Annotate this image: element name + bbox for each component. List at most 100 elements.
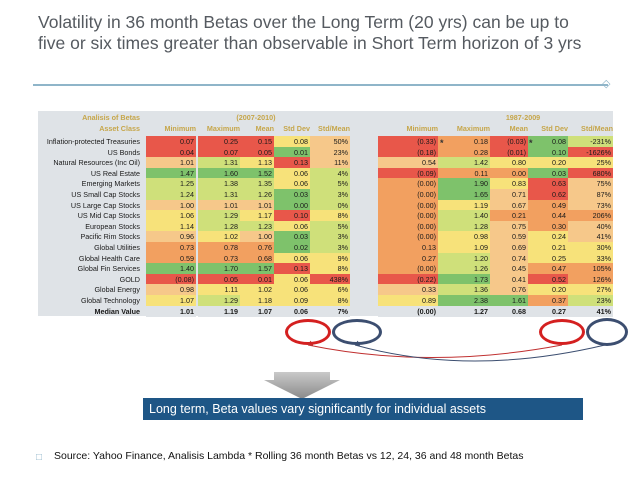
table-cell: 0.98 [146,284,196,296]
table-cell: 0.13 [274,263,310,275]
table-cell: 1.25 [146,178,196,190]
table-cell: 1.11 [198,284,240,296]
table-cell: 0.06 [274,167,310,179]
slide-title: Volatility in 36 month Betas over the Lo… [38,12,582,53]
table-cell: 1.00 [146,199,196,211]
table-cell: (0.18) [378,146,438,158]
table-cell: 0.96 [146,231,196,243]
table-cell: (0.00) [378,210,438,222]
table-cell: 6% [310,284,350,296]
table-cell: 0.15 [240,136,274,147]
table-cell: 1.23 [240,220,274,232]
row-label: Global Health Care [78,253,140,263]
table-cell: 3% [310,189,350,200]
table-cell: 1.13 [240,157,274,169]
table-cell: 1.60 [198,167,240,179]
table-cell: 1.01 [146,157,196,169]
table-cell: 0.62 [528,189,568,200]
table-cell: 0.06 [274,305,310,317]
row-label: US Real Estate [90,168,140,178]
table-cell: 1.65 [438,189,490,200]
table-cell: 0.05 [198,273,240,285]
table-cell: 0.04 [146,146,196,158]
table-row: Global Energy 0.98 1.11 1.02 0.06 6% 0.33 1.36 0… [38,284,613,296]
row-label: Global Fin Services [77,264,140,274]
table-cell: 1.20 [438,252,490,264]
table-cell: 0.78 [198,242,240,253]
highlight-ellipse-std-mean-long [586,318,628,346]
table-cell: 3% [310,242,350,253]
table-cell: 0.63 [528,178,568,190]
table-cell: 1.24 [146,189,196,200]
table-corner-asset-class: Asset Class [99,124,140,133]
row-label: US Bonds [107,147,140,157]
row-label: Inflation-protected Treasuries [46,137,140,146]
table-row: Global Utilities 0.73 0.78 0.76 0.02 3% 0.13 1.… [38,242,613,253]
table-cell: 30% [568,242,613,253]
table-cell: 0.67 [490,199,528,211]
row-label: European Stocks [85,221,140,231]
table-cell: 1.01 [240,199,274,211]
table-row: Emerging Markets 1.25 1.38 1.35 0.06 5% (0.00)… [38,178,613,190]
table-cell: 1.73 [438,273,490,285]
table-cell: (0.09) [378,167,438,179]
table-cell: 0.07 [146,136,196,147]
table-cell: 9% [310,252,350,264]
table-cell: 0.41 [490,273,528,285]
table-cell: 1.07 [146,295,196,306]
column-header: Std/Mean [318,124,350,133]
table-row: Pacific Rim Stocks 0.96 1.02 1.00 0.03 3% (0.0… [38,231,613,243]
table-cell: 0.49 [528,199,568,211]
table-cell: 0.20 [528,284,568,296]
table-row: Global Fin Services 1.40 1.70 1.57 0.13 8% (0.… [38,263,613,275]
table-cell: 1.47 [146,167,196,179]
table-cell: 1.36 [438,284,490,296]
table-cell: (0.22) [378,273,438,285]
table-cell: 0.20 [528,157,568,169]
column-header: Minimum [164,124,196,133]
row-label: GOLD [119,274,140,284]
table-cell: 0.10 [528,146,568,158]
column-header: Minimum [406,124,438,133]
table-row: Natural Resources (Inc Oil) 1.01 1.31 1.13 0… [38,157,613,169]
table-row: US Large Cap Stocks 1.00 1.01 1.01 0.00 0% (0.… [38,199,613,211]
table-cell: 0.28 [438,146,490,158]
column-header: Std/Mean [581,124,613,133]
table-cell: 0.07 [198,146,240,158]
table-cell: 126% [568,273,613,285]
table-cell: 0.06 [274,252,310,264]
table-cell: 0.80 [490,157,528,169]
table-cell: 0.02 [274,242,310,253]
table-cell: 0.37 [528,295,568,306]
table-cell: 0.01 [240,273,274,285]
table-corner-title: Analisis of Betas [82,113,140,122]
table-cell: 0.08 [274,136,310,147]
table-cell: 1.57 [240,263,274,275]
table-cell: 1.27 [438,305,490,317]
table-cell: (0.00) [378,231,438,243]
table-row: US Mid Cap Stocks 1.06 1.29 1.17 0.10 8% (0.00… [38,210,613,222]
table-cell: 1.28 [438,220,490,232]
period-short-header: (2007-2010) [236,113,276,122]
table-cell: 8% [310,263,350,275]
table-cell: 1.70 [198,263,240,275]
row-label: Emerging Markets [81,179,140,189]
row-label: Global Utilities [94,243,140,252]
table-cell: 1.52 [240,167,274,179]
column-header: Std Dev [283,124,310,133]
table-row: Global Technology 1.07 1.29 1.18 0.09 8% 0.89 2… [38,295,613,306]
table-cell: 0.52 [528,273,568,285]
table-cell: 0.06 [274,284,310,296]
table-cell: 0.11 [438,167,490,179]
table-cell: (0.33) [378,136,438,147]
table-cell: 0.69 [490,242,528,253]
column-header: Maximum [206,124,240,133]
table-cell: 0.01 [274,146,310,158]
conclusion-banner: Long term, Beta values vary significantl… [143,398,583,420]
table-cell: 0.74 [490,252,528,264]
table-cell: 50% [310,136,350,147]
table-cell: 1.18 [240,295,274,306]
table-cell: 0% [310,199,350,211]
table-cell: 0.76 [490,284,528,296]
table-cell: 0.47 [528,263,568,275]
